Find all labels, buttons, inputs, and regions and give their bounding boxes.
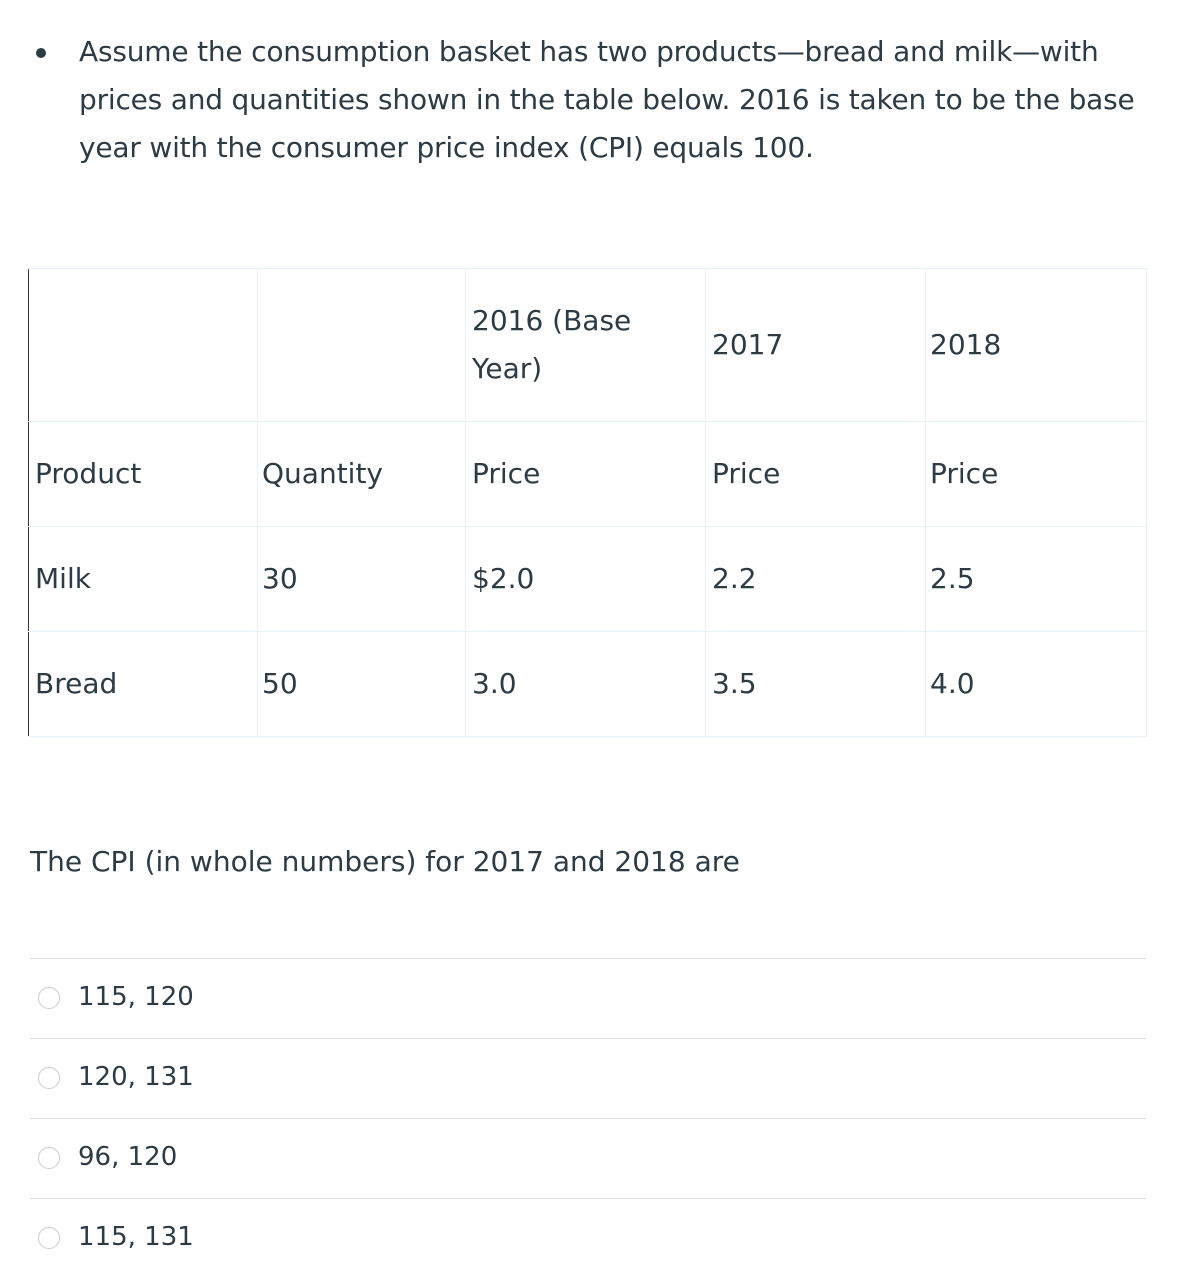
prompt-text: Assume the consumption basket has two pr… xyxy=(79,35,1135,164)
radio-button[interactable] xyxy=(38,1147,60,1169)
table-row: Milk 30 $2.0 2.2 2.5 xyxy=(28,526,1147,632)
header-2016: 2016 (Base Year) xyxy=(472,304,632,385)
table-cell: Product xyxy=(28,421,258,527)
table-cell: 2.2 xyxy=(705,526,926,632)
table-cell: 2.5 xyxy=(925,526,1147,632)
table-cell: Quantity xyxy=(257,421,466,527)
table-cell: Price xyxy=(465,421,706,527)
answer-label[interactable]: 115, 131 xyxy=(78,1222,194,1252)
table-cell: Bread xyxy=(28,631,258,737)
table-cell: 2017 xyxy=(705,268,926,422)
table-cell: Price xyxy=(705,421,926,527)
bullet-icon xyxy=(36,48,46,58)
prompt-block: Assume the consumption basket has two pr… xyxy=(30,28,1160,172)
answer-label[interactable]: 115, 120 xyxy=(78,982,194,1012)
radio-button[interactable] xyxy=(38,987,60,1009)
table-row: Product Quantity Price Price Price xyxy=(28,421,1147,527)
table-cell: 3.5 xyxy=(705,631,926,737)
radio-button[interactable] xyxy=(38,1067,60,1089)
answer-label[interactable]: 120, 131 xyxy=(78,1062,194,1092)
table-cell xyxy=(257,268,466,422)
table-cell: Milk xyxy=(28,526,258,632)
table-cell: Price xyxy=(925,421,1147,527)
table-cell xyxy=(28,268,258,422)
radio-button[interactable] xyxy=(38,1227,60,1249)
table-row: 2016 (Base Year) 2017 2018 xyxy=(28,268,1147,422)
table-row: Bread 50 3.0 3.5 4.0 xyxy=(28,631,1147,737)
answer-label[interactable]: 96, 120 xyxy=(78,1142,178,1172)
question-text: The CPI (in whole numbers) for 2017 and … xyxy=(30,845,740,878)
answer-option[interactable]: 115, 131 xyxy=(30,1198,1146,1278)
price-quantity-table: 2016 (Base Year) 2017 2018 Product Quant… xyxy=(28,268,1147,737)
table-cell: 2016 (Base Year) xyxy=(465,268,706,422)
answer-option[interactable]: 96, 120 xyxy=(30,1118,1146,1198)
table-cell: 3.0 xyxy=(465,631,706,737)
answer-list: 115, 120 120, 131 96, 120 115, 131 xyxy=(30,958,1146,1278)
table-cell: 4.0 xyxy=(925,631,1147,737)
table-cell: 50 xyxy=(257,631,466,737)
table-cell: 30 xyxy=(257,526,466,632)
table-cell: $2.0 xyxy=(465,526,706,632)
answer-option[interactable]: 115, 120 xyxy=(30,958,1146,1038)
table-cell: 2018 xyxy=(925,268,1147,422)
answer-option[interactable]: 120, 131 xyxy=(30,1038,1146,1118)
